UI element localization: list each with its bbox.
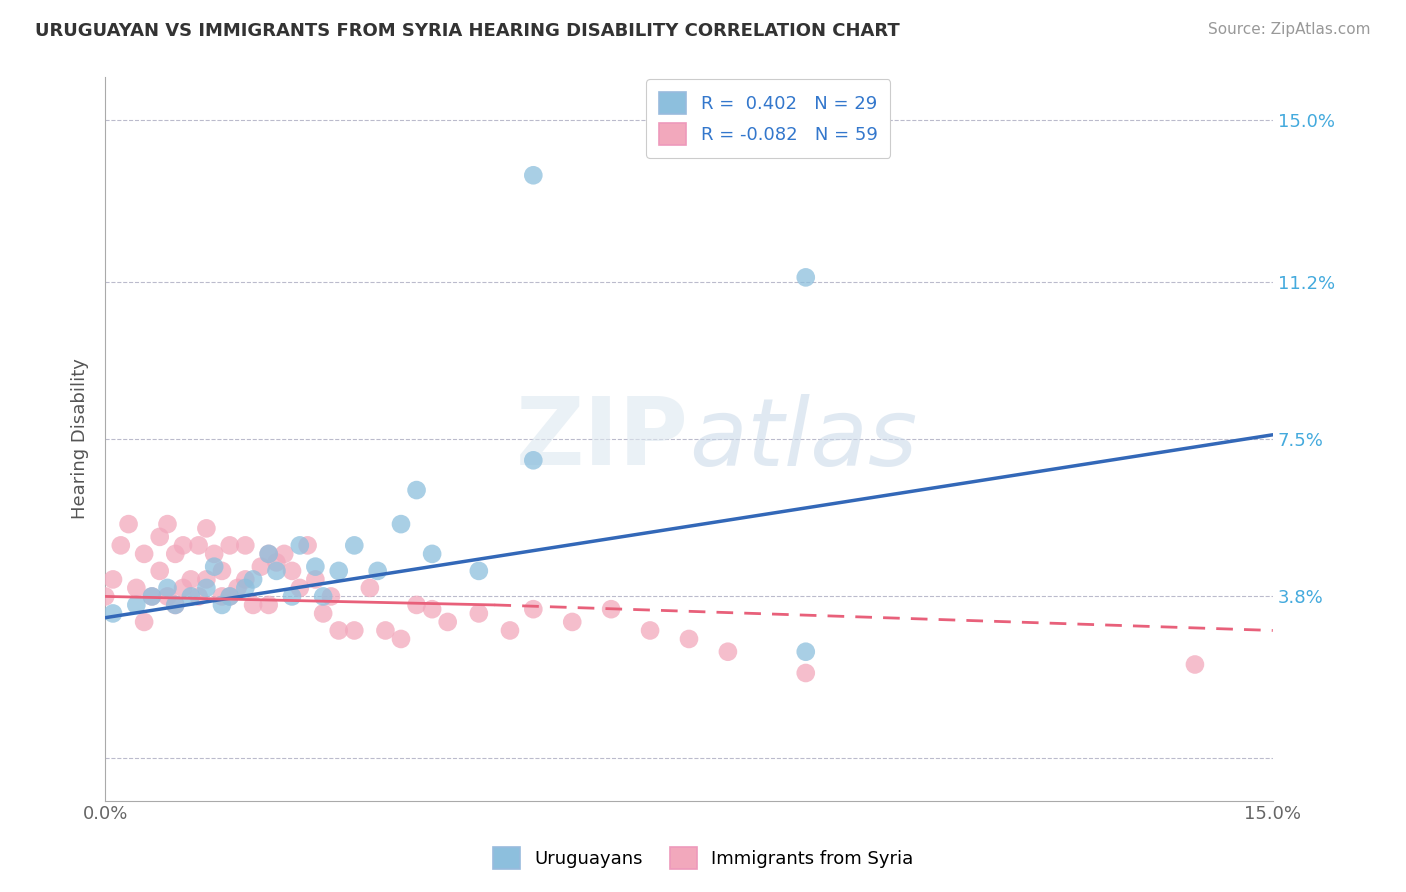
Point: [218, 590, 240, 604]
Point: [195, 521, 218, 535]
Point: [233, 581, 256, 595]
Text: ZIP: ZIP: [516, 393, 689, 485]
Point: [211, 564, 233, 578]
Point: [717, 645, 740, 659]
Point: [374, 624, 396, 638]
Point: [242, 598, 264, 612]
Point: [468, 607, 491, 621]
Point: [273, 547, 295, 561]
Point: [211, 598, 233, 612]
Point: [149, 564, 172, 578]
Point: [134, 615, 156, 629]
Text: URUGUAYAN VS IMMIGRANTS FROM SYRIA HEARING DISABILITY CORRELATION CHART: URUGUAYAN VS IMMIGRANTS FROM SYRIA HEARI…: [35, 22, 900, 40]
Point: [226, 581, 249, 595]
Text: atlas: atlas: [689, 393, 917, 484]
Point: [794, 665, 817, 680]
Point: [1184, 657, 1206, 672]
Point: [389, 517, 412, 532]
Point: [257, 598, 280, 612]
Point: [165, 547, 187, 561]
Point: [125, 581, 148, 595]
Point: [149, 530, 172, 544]
Point: [172, 538, 194, 552]
Legend: Uruguayans, Immigrants from Syria: Uruguayans, Immigrants from Syria: [484, 838, 922, 879]
Point: [257, 547, 280, 561]
Point: [134, 547, 156, 561]
Point: [156, 590, 179, 604]
Point: [328, 564, 350, 578]
Point: [141, 590, 163, 604]
Point: [218, 538, 240, 552]
Point: [420, 602, 443, 616]
Point: [638, 624, 661, 638]
Point: [250, 559, 273, 574]
Point: [297, 538, 319, 552]
Point: [367, 564, 389, 578]
Point: [328, 624, 350, 638]
Point: [110, 538, 132, 552]
Point: [165, 598, 187, 612]
Point: [101, 607, 124, 621]
Text: Source: ZipAtlas.com: Source: ZipAtlas.com: [1208, 22, 1371, 37]
Point: [522, 169, 544, 183]
Point: [125, 598, 148, 612]
Point: [288, 581, 311, 595]
Point: [343, 538, 366, 552]
Point: [101, 573, 124, 587]
Point: [156, 517, 179, 532]
Point: [359, 581, 381, 595]
Point: [522, 453, 544, 467]
Point: [165, 598, 187, 612]
Point: [600, 602, 623, 616]
Point: [288, 538, 311, 552]
Point: [389, 632, 412, 646]
Point: [211, 590, 233, 604]
Point: [266, 555, 288, 569]
Point: [195, 581, 218, 595]
Y-axis label: Hearing Disability: Hearing Disability: [72, 359, 89, 519]
Point: [794, 645, 817, 659]
Point: [187, 538, 209, 552]
Point: [117, 517, 139, 532]
Point: [561, 615, 583, 629]
Point: [202, 547, 225, 561]
Point: [499, 624, 522, 638]
Point: [319, 590, 342, 604]
Point: [94, 590, 117, 604]
Point: [156, 581, 179, 595]
Point: [304, 559, 326, 574]
Point: [257, 547, 280, 561]
Point: [794, 270, 817, 285]
Point: [141, 590, 163, 604]
Point: [678, 632, 700, 646]
Point: [343, 624, 366, 638]
Point: [312, 590, 335, 604]
Point: [468, 564, 491, 578]
Point: [266, 564, 288, 578]
Point: [180, 573, 202, 587]
Point: [242, 573, 264, 587]
Point: [420, 547, 443, 561]
Point: [436, 615, 458, 629]
Point: [233, 538, 256, 552]
Point: [180, 590, 202, 604]
Point: [281, 590, 304, 604]
Point: [304, 573, 326, 587]
Point: [405, 598, 427, 612]
Point: [202, 559, 225, 574]
Point: [281, 564, 304, 578]
Point: [233, 573, 256, 587]
Point: [172, 581, 194, 595]
Point: [522, 602, 544, 616]
Point: [405, 483, 427, 497]
Legend: R =  0.402   N = 29, R = -0.082   N = 59: R = 0.402 N = 29, R = -0.082 N = 59: [647, 79, 890, 158]
Point: [195, 573, 218, 587]
Point: [187, 590, 209, 604]
Point: [312, 607, 335, 621]
Point: [218, 590, 240, 604]
